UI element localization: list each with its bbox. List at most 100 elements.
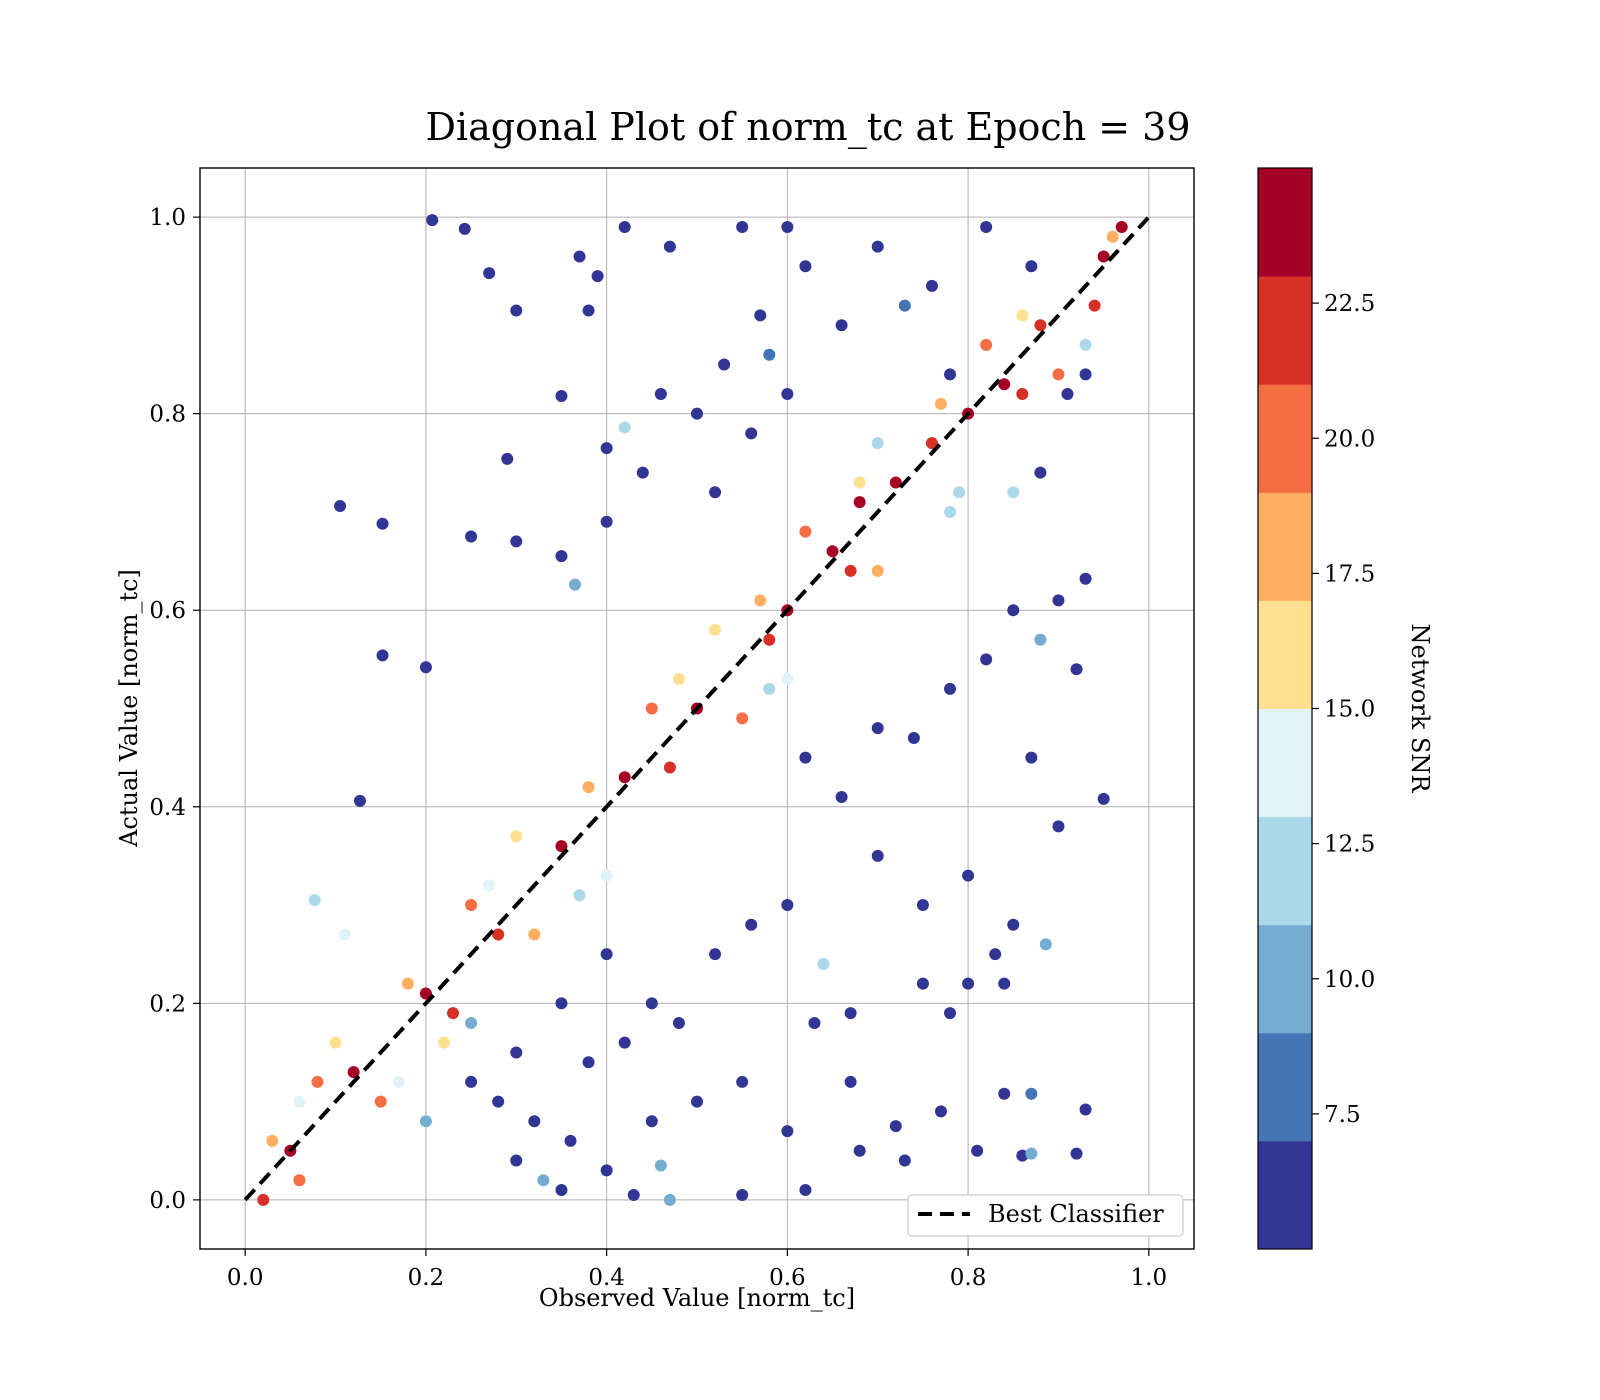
data-point (1052, 368, 1065, 381)
data-point (1025, 1147, 1038, 1160)
data-point (736, 1075, 749, 1088)
data-point (1034, 319, 1047, 332)
data-point (844, 1007, 857, 1020)
data-point (1115, 220, 1128, 233)
y-tick-label: 1.0 (149, 205, 186, 231)
data-point (781, 220, 794, 233)
data-point (817, 958, 830, 971)
data-point (564, 1134, 577, 1147)
data-point (763, 348, 776, 361)
data-point (826, 545, 839, 558)
data-point (934, 397, 947, 410)
data-point (1061, 388, 1074, 401)
data-point (691, 407, 703, 420)
data-point (645, 702, 658, 715)
data-point (1025, 751, 1038, 764)
data-point (781, 1125, 794, 1138)
x-tick-label: 0.2 (408, 1265, 445, 1291)
data-point (1016, 388, 1029, 401)
data-point (465, 1016, 478, 1029)
data-point (835, 319, 848, 332)
data-point (555, 840, 568, 853)
data-point (998, 1087, 1011, 1100)
data-point (745, 427, 758, 440)
data-point (853, 496, 866, 509)
data-point (600, 948, 613, 961)
data-point (426, 214, 439, 227)
data-point (799, 260, 812, 273)
data-point (1088, 299, 1101, 312)
y-tick-label: 0.8 (149, 402, 186, 428)
data-point (618, 771, 631, 784)
data-point (338, 928, 351, 941)
data-point (293, 1095, 306, 1108)
data-point (871, 437, 884, 450)
data-point (799, 525, 812, 538)
data-point (447, 1007, 460, 1020)
data-point (781, 899, 794, 912)
y-tick-label: 0.2 (149, 991, 186, 1017)
data-point (437, 1036, 450, 1049)
y-tick-label: 0.0 (149, 1188, 186, 1214)
data-point (1070, 1147, 1083, 1160)
y-axis-label: Actual Value [norm_tc] (115, 569, 143, 848)
data-point (944, 368, 957, 381)
colorbar-segment (1258, 168, 1312, 277)
data-point (492, 1095, 505, 1108)
data-point (844, 1075, 857, 1088)
data-point (844, 564, 857, 577)
data-point (419, 661, 432, 674)
data-point (618, 1036, 631, 1049)
data-point (916, 977, 929, 990)
data-point (266, 1134, 279, 1147)
data-point (944, 1007, 957, 1020)
data-point (1007, 486, 1020, 499)
data-point (799, 1184, 812, 1197)
data-point (458, 222, 471, 235)
data-point (347, 1066, 360, 1079)
data-point (980, 653, 993, 666)
data-point (555, 389, 568, 402)
data-point (799, 751, 812, 764)
data-point (582, 1056, 595, 1069)
data-point (962, 869, 975, 882)
data-point (871, 240, 884, 253)
data-point (510, 830, 523, 843)
x-tick-label: 0.8 (950, 1265, 987, 1291)
data-point (419, 1115, 432, 1128)
data-point (510, 535, 523, 548)
legend: Best Classifier (907, 1194, 1184, 1237)
data-point (501, 452, 514, 465)
data-point (618, 421, 631, 434)
data-point (1079, 572, 1092, 585)
data-point (709, 623, 722, 636)
data-point (528, 1115, 541, 1128)
data-point (483, 267, 496, 280)
x-tick-label: 0.0 (227, 1265, 264, 1291)
data-point (636, 466, 649, 479)
data-point (1034, 466, 1047, 479)
data-point (663, 761, 676, 774)
data-point (998, 977, 1011, 990)
data-point (537, 1174, 550, 1187)
data-point (510, 1046, 523, 1059)
plot-frame (199, 167, 1195, 1250)
x-tick-label: 0.6 (769, 1265, 806, 1291)
data-point (465, 1075, 478, 1088)
data-point (492, 928, 505, 941)
data-point (934, 1105, 947, 1118)
colorbar-segment (1258, 1140, 1312, 1250)
data-point (944, 505, 957, 518)
data-point (1039, 938, 1052, 951)
data-point (898, 299, 911, 312)
colorbar-segment (1258, 924, 1312, 1034)
colorbar-segment (1258, 492, 1312, 601)
data-point (618, 220, 631, 233)
data-point (645, 997, 658, 1010)
data-point (293, 1174, 306, 1187)
data-point (555, 1184, 568, 1197)
data-point (889, 1120, 902, 1133)
data-point (672, 673, 685, 686)
colorbar-tick-label: 22.5 (1324, 291, 1375, 317)
data-point (925, 279, 938, 292)
